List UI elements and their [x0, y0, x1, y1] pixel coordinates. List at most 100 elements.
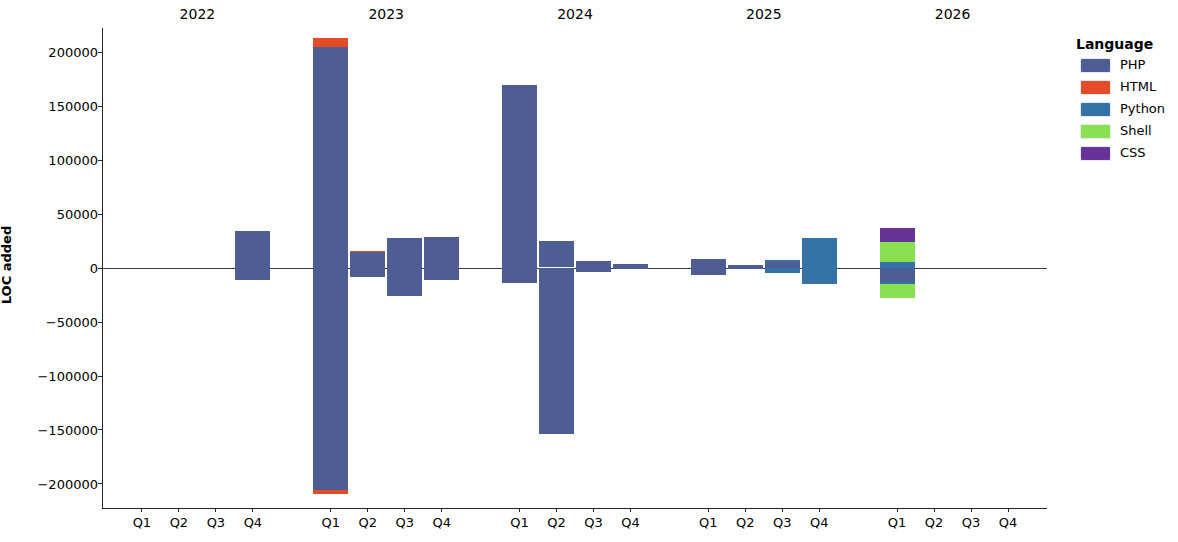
- bar-segment: [424, 237, 459, 268]
- bar-groups: Q1Q2Q3Q4Q1Q2Q3Q4Q1Q2Q3Q4Q1Q2Q3Q4Q1Q2Q3Q4: [103, 28, 1047, 508]
- bar-segment: [350, 268, 385, 277]
- quarter-slot: Q1: [501, 28, 538, 508]
- x-tick-label: Q1: [699, 515, 718, 530]
- plot-area: 200000150000100000500000−50000−100000−15…: [103, 28, 1047, 508]
- bar-segment: [539, 241, 574, 268]
- x-tick-label: Q4: [621, 515, 640, 530]
- legend-label: Python: [1120, 102, 1165, 116]
- year-group: Q1Q2Q3Q4: [858, 28, 1047, 508]
- y-axis-label: LOC added: [0, 226, 14, 304]
- x-tick-label: Q2: [736, 515, 755, 530]
- bar-segment: [576, 268, 611, 273]
- x-tick-label: Q3: [962, 515, 981, 530]
- y-tick-mark: [98, 106, 102, 107]
- legend-entry: Python: [1080, 102, 1176, 116]
- x-tick-label: Q2: [358, 515, 377, 530]
- x-tick-mark: [330, 508, 331, 512]
- legend-entry: Shell: [1080, 124, 1176, 138]
- year-label: 2025: [669, 6, 858, 22]
- y-tick-mark: [98, 160, 102, 161]
- legend-swatch: [1080, 80, 1111, 95]
- y-tick-label: −200000: [18, 476, 98, 491]
- bar-segment: [235, 231, 270, 268]
- legend-entry: HTML: [1080, 80, 1176, 94]
- quarter-slot: Q3: [575, 28, 612, 508]
- y-tick-label: 50000: [18, 207, 98, 222]
- quarter-slot: Q4: [801, 28, 838, 508]
- quarter-slot: Q1: [879, 28, 916, 508]
- year-label-row: 20222023202420252026: [103, 6, 1047, 22]
- bar-segment: [350, 252, 385, 267]
- year-group: Q1Q2Q3Q4: [669, 28, 858, 508]
- quarter-slot: Q1: [123, 28, 160, 508]
- x-tick-label: Q1: [510, 515, 529, 530]
- legend-entries: PHP HTML Python Shell CSS: [1072, 58, 1176, 160]
- quarter-slot: Q3: [764, 28, 801, 508]
- y-tick-label: 200000: [18, 45, 98, 60]
- x-tick-mark: [934, 508, 935, 512]
- x-tick-mark: [141, 508, 142, 512]
- y-tick-mark: [98, 322, 102, 323]
- x-tick-mark: [819, 508, 820, 512]
- bottom-spine: [102, 508, 1047, 509]
- quarter-slot: Q4: [612, 28, 649, 508]
- y-tick-label: −100000: [18, 369, 98, 384]
- x-tick-mark: [708, 508, 709, 512]
- quarter-slot: Q2: [349, 28, 386, 508]
- bar-segment: [880, 228, 915, 241]
- x-tick-mark: [782, 508, 783, 512]
- bar-segment: [576, 261, 611, 268]
- x-tick-label: Q4: [244, 515, 263, 530]
- year-group: Q1Q2Q3Q4: [292, 28, 481, 508]
- quarter-slot: Q1: [690, 28, 727, 508]
- x-tick-mark: [252, 508, 253, 512]
- bar-segment: [765, 268, 800, 273]
- x-tick-label: Q2: [547, 515, 566, 530]
- year-label: 2024: [481, 6, 670, 22]
- bar-segment: [539, 268, 574, 434]
- bar-segment: [691, 268, 726, 276]
- year-group: Q1Q2Q3Q4: [481, 28, 670, 508]
- bar-segment: [691, 259, 726, 268]
- year-label: 2023: [292, 6, 481, 22]
- bar-segment: [424, 268, 459, 280]
- quarter-slot: Q2: [538, 28, 575, 508]
- year-group: Q1Q2Q3Q4: [103, 28, 292, 508]
- bar-segment: [313, 490, 348, 494]
- y-tick-mark: [98, 268, 102, 269]
- x-tick-label: Q4: [999, 515, 1018, 530]
- bar-segment: [387, 268, 422, 296]
- bar-segment: [502, 268, 537, 283]
- x-tick-label: Q2: [925, 515, 944, 530]
- legend-swatch: [1080, 146, 1111, 161]
- x-tick-label: Q3: [773, 515, 792, 530]
- x-tick-mark: [178, 508, 179, 512]
- y-tick-label: −50000: [18, 315, 98, 330]
- bar-segment: [728, 268, 763, 269]
- legend-label: CSS: [1120, 146, 1146, 160]
- quarter-slot: Q4: [423, 28, 460, 508]
- y-tick-label: 100000: [18, 153, 98, 168]
- x-tick-mark: [593, 508, 594, 512]
- y-tick-mark: [98, 52, 102, 53]
- legend-label: PHP: [1120, 58, 1145, 72]
- y-tick-mark: [98, 429, 102, 430]
- x-tick-mark: [441, 508, 442, 512]
- bar-segment: [613, 268, 648, 269]
- x-tick-label: Q1: [321, 515, 340, 530]
- quarter-slot: Q1: [312, 28, 349, 508]
- year-label: 2026: [858, 6, 1047, 22]
- year-label: 2022: [103, 6, 292, 22]
- x-tick-label: Q3: [207, 515, 226, 530]
- y-tick-mark: [98, 214, 102, 215]
- quarter-slot: Q4: [990, 28, 1027, 508]
- x-tick-label: Q1: [133, 515, 152, 530]
- bar-segment: [235, 268, 270, 281]
- bar-segment: [350, 251, 385, 252]
- bar-segment: [313, 47, 348, 267]
- legend-swatch: [1080, 58, 1111, 73]
- bar-segment: [802, 268, 837, 285]
- x-tick-mark: [556, 508, 557, 512]
- figure: LOC added 20222023202420252026 200000150…: [0, 0, 1178, 542]
- x-tick-label: Q1: [888, 515, 907, 530]
